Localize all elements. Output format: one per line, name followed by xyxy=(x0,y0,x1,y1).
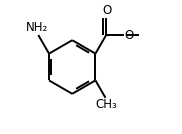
Text: CH₃: CH₃ xyxy=(95,98,117,111)
Text: O: O xyxy=(102,4,111,17)
Text: O: O xyxy=(124,29,134,42)
Text: NH₂: NH₂ xyxy=(26,21,48,34)
